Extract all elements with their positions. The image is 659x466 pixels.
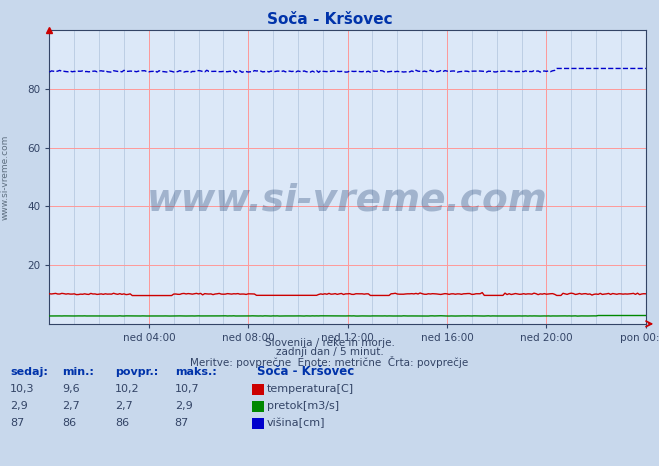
Text: Soča - Kršovec: Soča - Kršovec <box>267 12 392 27</box>
Text: povpr.:: povpr.: <box>115 367 159 377</box>
Text: 87: 87 <box>10 418 24 428</box>
Text: 10,2: 10,2 <box>115 384 140 394</box>
Text: 9,6: 9,6 <box>63 384 80 394</box>
Text: pretok[m3/s]: pretok[m3/s] <box>267 401 339 411</box>
Text: 2,7: 2,7 <box>63 401 80 411</box>
Text: www.si-vreme.com: www.si-vreme.com <box>147 183 548 219</box>
Text: www.si-vreme.com: www.si-vreme.com <box>1 134 10 220</box>
Text: sedaj:: sedaj: <box>10 367 47 377</box>
Text: 86: 86 <box>63 418 76 428</box>
Text: Meritve: povprečne  Enote: metrične  Črta: povprečje: Meritve: povprečne Enote: metrične Črta:… <box>190 356 469 369</box>
Text: 87: 87 <box>175 418 189 428</box>
Text: 10,3: 10,3 <box>10 384 34 394</box>
Text: 86: 86 <box>115 418 129 428</box>
Text: min.:: min.: <box>63 367 94 377</box>
Text: 10,7: 10,7 <box>175 384 199 394</box>
Text: zadnji dan / 5 minut.: zadnji dan / 5 minut. <box>275 347 384 357</box>
Text: Slovenija / reke in morje.: Slovenija / reke in morje. <box>264 338 395 348</box>
Text: višina[cm]: višina[cm] <box>267 418 326 428</box>
Text: temperatura[C]: temperatura[C] <box>267 384 354 394</box>
Text: 2,9: 2,9 <box>175 401 192 411</box>
Text: 2,9: 2,9 <box>10 401 28 411</box>
Text: 2,7: 2,7 <box>115 401 133 411</box>
Text: maks.:: maks.: <box>175 367 216 377</box>
Text: Soča - Kršovec: Soča - Kršovec <box>257 365 355 378</box>
